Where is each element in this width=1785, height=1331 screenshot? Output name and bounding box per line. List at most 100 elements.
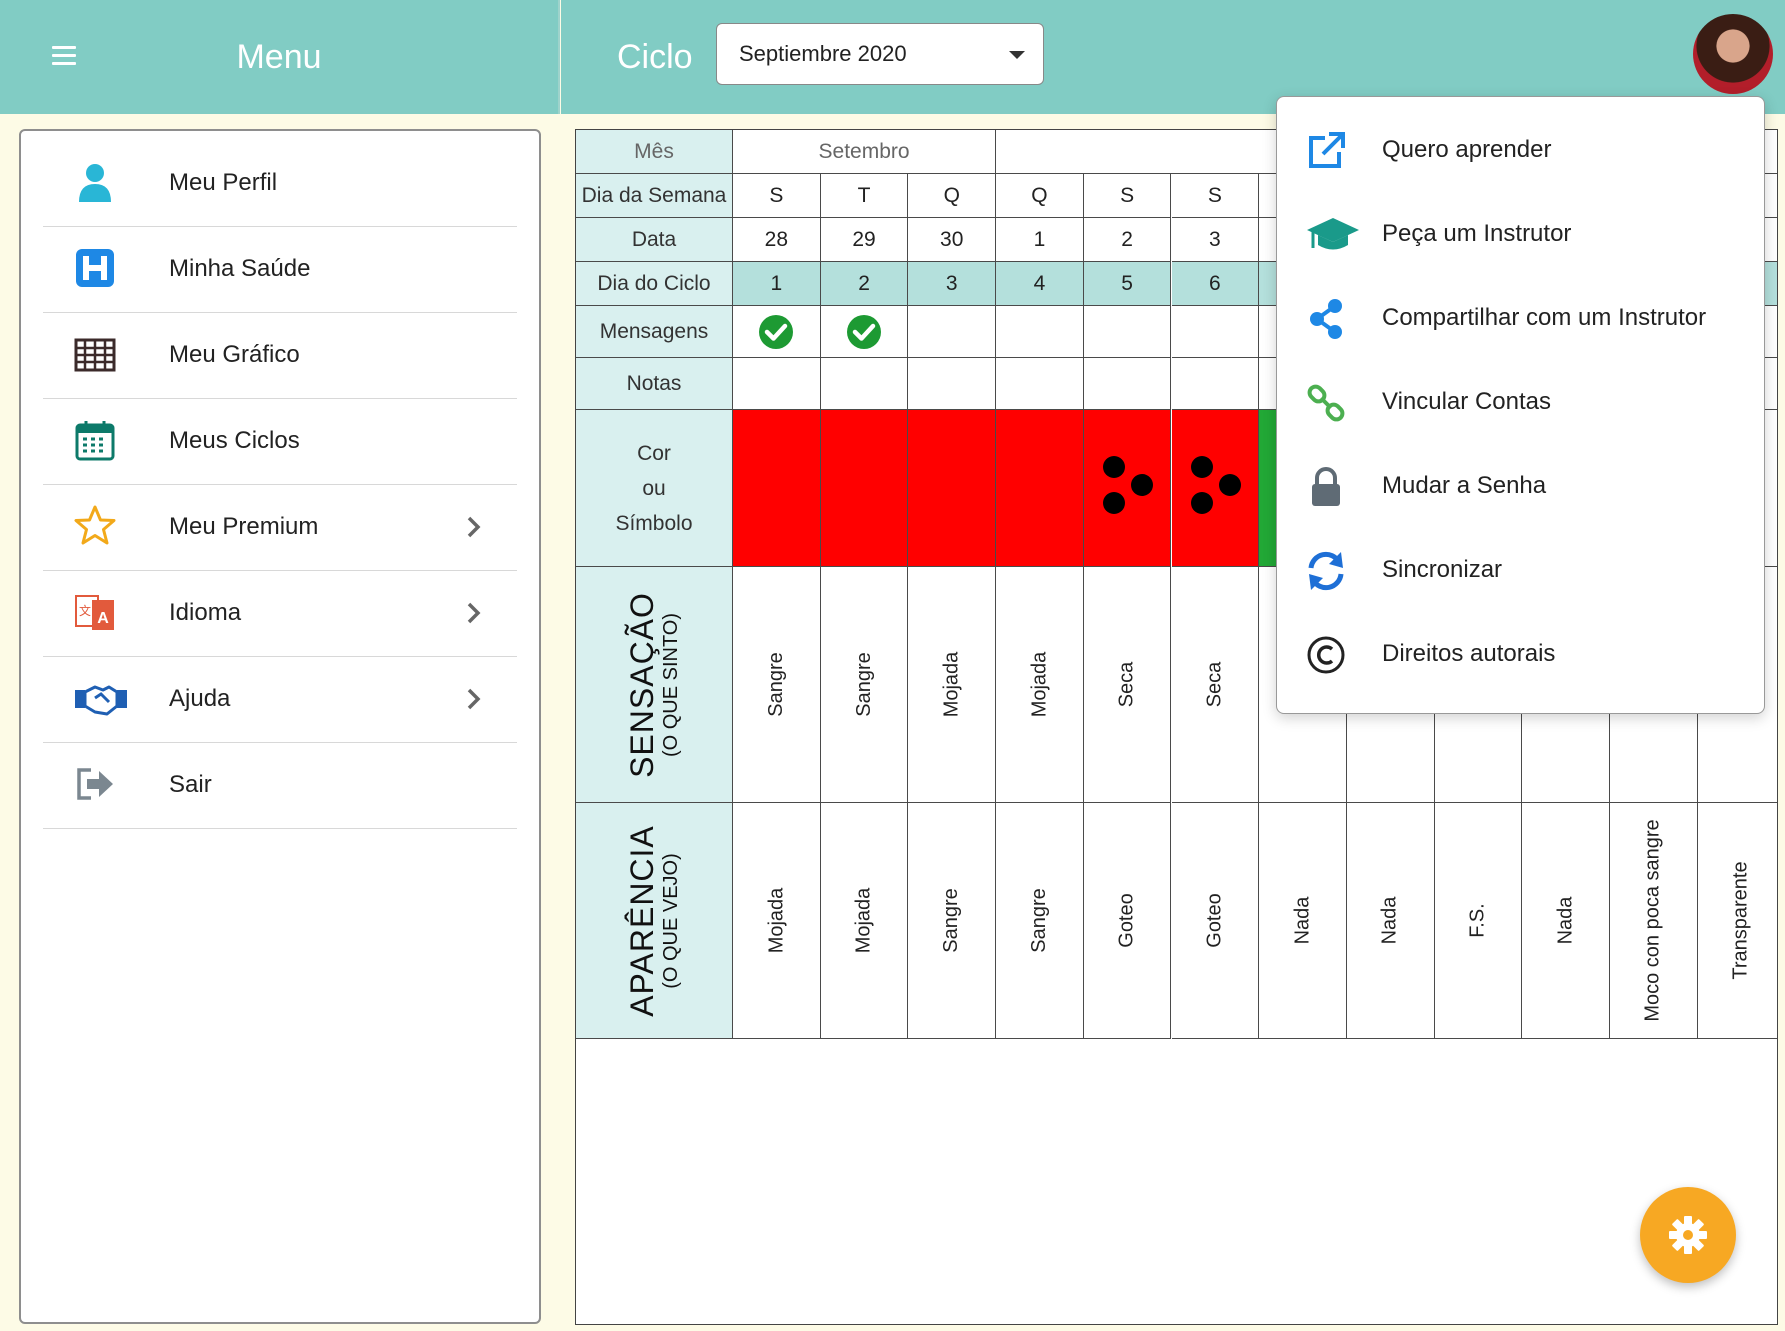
dropdown-item-label: Vincular Contas bbox=[1382, 388, 1551, 415]
notes-cell[interactable] bbox=[820, 358, 909, 410]
notes-cell[interactable] bbox=[1083, 358, 1172, 410]
appearance-cell[interactable]: Goteo bbox=[1171, 803, 1260, 1039]
check-circle-icon bbox=[759, 314, 794, 349]
appearance-cell[interactable]: Nada bbox=[1259, 803, 1347, 1039]
appearance-cell[interactable]: Sangre bbox=[996, 803, 1084, 1039]
sensation-subtitle: (O QUE SINTO) bbox=[660, 612, 683, 757]
appearance-cell[interactable]: Transparente bbox=[1697, 803, 1777, 1039]
cycle-day-text: 1 bbox=[770, 271, 783, 295]
date-cell: 29 bbox=[820, 218, 909, 262]
message-cell[interactable] bbox=[1083, 306, 1172, 358]
appearance-cell[interactable]: Nada bbox=[1346, 803, 1435, 1039]
row-label-month: Mês bbox=[576, 130, 733, 174]
graduation-cap-icon bbox=[1307, 218, 1359, 250]
weekday-text: Q bbox=[943, 183, 960, 207]
date-text: 1 bbox=[1033, 227, 1046, 251]
row-label-sensation: SENSAÇÃO (O QUE SINTO) bbox=[576, 567, 733, 803]
row-label-text: Mensagens bbox=[599, 319, 709, 343]
appearance-cell[interactable]: Mojada bbox=[820, 803, 909, 1039]
dropdown-item-mudar-senha[interactable]: Mudar a Senha bbox=[1277, 444, 1766, 528]
appearance-cell[interactable]: Sangre bbox=[908, 803, 997, 1039]
appearance-label: APARÊNCIA (O QUE VEJO) bbox=[624, 825, 683, 1017]
weekday-cell: S bbox=[1171, 174, 1260, 218]
sidebar-item-meu-premium[interactable]: Meu Premium bbox=[43, 484, 517, 571]
message-cell[interactable] bbox=[1171, 306, 1260, 358]
sensation-text: Mojada bbox=[1027, 651, 1050, 718]
appearance-text: Nada bbox=[1554, 896, 1577, 945]
dropdown-item-sincronizar[interactable]: Sincronizar bbox=[1277, 528, 1766, 612]
appearance-cell[interactable]: Moco con poca sangre bbox=[1610, 803, 1698, 1039]
sensation-cell[interactable]: Sangre bbox=[820, 567, 909, 803]
sidebar-item-idioma[interactable]: A 文 Idioma bbox=[43, 570, 517, 657]
sensation-cell[interactable]: Sangre bbox=[733, 567, 821, 803]
external-link-icon bbox=[1309, 132, 1345, 168]
month-name: Setembro bbox=[818, 139, 910, 163]
appearance-text: Moco con poca sangre bbox=[1641, 819, 1664, 1022]
sensation-cell[interactable]: Seca bbox=[1171, 567, 1260, 803]
appearance-text: F.S. bbox=[1466, 903, 1489, 938]
notes-cell[interactable] bbox=[996, 358, 1084, 410]
hospital-icon bbox=[76, 249, 114, 287]
color-symbol-cell[interactable] bbox=[733, 410, 821, 567]
appearance-cell[interactable]: Goteo bbox=[1083, 803, 1172, 1039]
row-label-date: Data bbox=[576, 218, 733, 262]
color-symbol-cell[interactable] bbox=[1171, 410, 1260, 567]
appearance-cell[interactable]: Mojada bbox=[733, 803, 821, 1039]
color-symbol-cell[interactable] bbox=[908, 410, 997, 567]
color-symbol-cell[interactable] bbox=[820, 410, 909, 567]
sidebar-item-ajuda[interactable]: Ajuda bbox=[43, 656, 517, 743]
chevron-down-icon bbox=[1009, 51, 1025, 59]
sensation-cell[interactable]: Re bbox=[1697, 567, 1777, 803]
sensation-cell[interactable]: Mojada bbox=[908, 567, 997, 803]
message-cell[interactable] bbox=[996, 306, 1084, 358]
dropdown-item-compartilhar[interactable]: Compartilhar com um Instrutor bbox=[1277, 276, 1766, 360]
symbol-dot bbox=[1218, 474, 1241, 496]
row-label-color: Cor ou Símbolo bbox=[576, 410, 733, 567]
appearance-text: Mojada bbox=[764, 887, 787, 954]
appearance-cell[interactable]: Nada bbox=[1522, 803, 1610, 1039]
sidebar-item-minha-saude[interactable]: Minha Saúde bbox=[43, 226, 517, 313]
sidebar-item-sair[interactable]: Sair bbox=[43, 742, 517, 829]
sidebar-item-meus-ciclos[interactable]: Meus Ciclos bbox=[43, 398, 517, 485]
notes-cell[interactable] bbox=[733, 358, 821, 410]
menu-title: Menu bbox=[236, 38, 322, 76]
translate-icon: A 文 bbox=[75, 595, 114, 630]
color-symbol-cell[interactable] bbox=[1083, 410, 1172, 567]
share-icon bbox=[1310, 299, 1342, 339]
appearance-cell[interactable]: F.S. bbox=[1434, 803, 1523, 1039]
cycle-day-cell: 5 bbox=[1083, 262, 1172, 306]
dropdown-item-label: Quero aprender bbox=[1382, 136, 1552, 163]
sensation-text: Sangre bbox=[764, 652, 787, 717]
color-symbol-cell[interactable] bbox=[996, 410, 1084, 567]
sidebar-item-meu-perfil[interactable]: Meu Perfil bbox=[43, 140, 517, 227]
notes-cell[interactable] bbox=[908, 358, 997, 410]
sidebar-item-meu-grafico[interactable]: Meu Gráfico bbox=[43, 312, 517, 399]
dropdown-item-vincular-contas[interactable]: Vincular Contas bbox=[1277, 360, 1766, 444]
sidebar-item-label: Meu Premium bbox=[169, 513, 319, 540]
sensation-cell[interactable]: Seca bbox=[1083, 567, 1172, 803]
message-cell[interactable] bbox=[733, 306, 821, 358]
avatar[interactable] bbox=[1693, 14, 1773, 94]
sensation-title: SENSAÇÃO bbox=[624, 591, 661, 778]
dropdown-item-quero-aprender[interactable]: Quero aprender bbox=[1277, 108, 1766, 192]
row-label-messages: Mensagens bbox=[576, 306, 733, 358]
cycle-select[interactable]: Septiembre 2020 bbox=[716, 23, 1044, 85]
sidebar-menu: Meu Perfil Minha Saúde Meu Gráfico Meus … bbox=[19, 129, 541, 1324]
message-cell[interactable] bbox=[820, 306, 909, 358]
row-label-text: ou bbox=[642, 476, 666, 500]
sidebar-item-label: Ajuda bbox=[169, 685, 231, 712]
dropdown-item-direitos-autorais[interactable]: Direitos autorais bbox=[1277, 612, 1766, 696]
copyright-icon bbox=[1307, 636, 1345, 674]
hamburger-menu-icon[interactable] bbox=[52, 46, 76, 70]
cycle-day-text: 3 bbox=[945, 271, 958, 295]
cycle-day-cell: 1 bbox=[733, 262, 821, 306]
appearance-text: Sangre bbox=[1027, 888, 1050, 953]
user-icon bbox=[79, 164, 111, 202]
sensation-cell[interactable]: Mojada bbox=[996, 567, 1084, 803]
settings-fab-button[interactable] bbox=[1640, 1187, 1736, 1283]
dropdown-item-peca-instrutor[interactable]: Peça um Instrutor bbox=[1277, 192, 1766, 276]
notes-cell[interactable] bbox=[1171, 358, 1260, 410]
dropdown-item-label: Compartilhar com um Instrutor bbox=[1382, 304, 1707, 331]
message-cell[interactable] bbox=[908, 306, 997, 358]
sidebar-item-label: Idioma bbox=[169, 599, 242, 626]
